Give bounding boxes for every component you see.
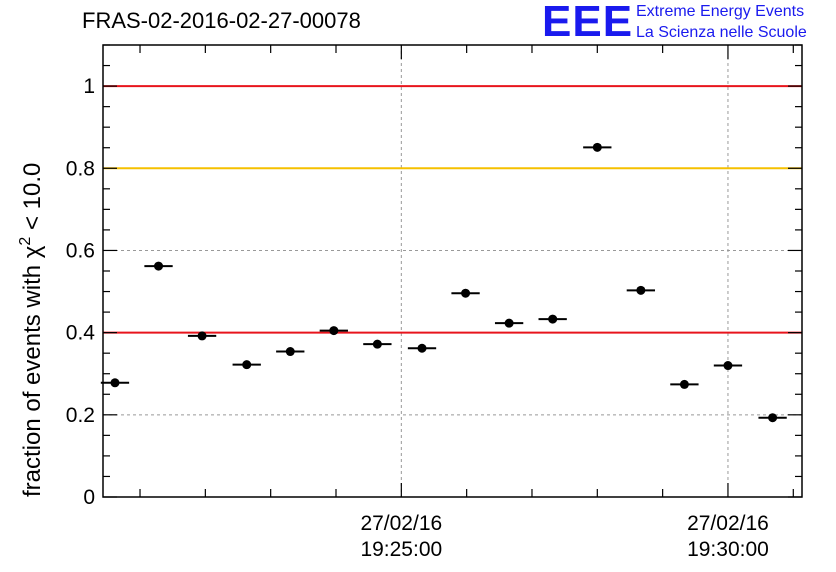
data-point-15: [758, 413, 787, 423]
data-point-13: [670, 379, 699, 389]
data-point-6: [363, 339, 392, 349]
data-point-11: [583, 142, 612, 152]
y-tick-label: 0.4: [66, 322, 96, 345]
data-point-10: [538, 314, 567, 324]
x-tick-label-date: 27/02/16: [687, 512, 769, 535]
data-point-marker: [592, 142, 602, 152]
data-point-1: [144, 261, 173, 271]
grid-layer: [103, 45, 802, 497]
data-point-marker: [679, 379, 689, 389]
axes: 0 0.2 0.4 0.6 0.8 1 27/02/16 19:25:00 27/02/16 19…: [66, 44, 803, 561]
data-point-marker: [461, 288, 471, 298]
data-point-marker: [417, 343, 427, 353]
x-tick-label-time: 19:25:00: [360, 538, 442, 561]
x-tick-label-time: 19:30:00: [687, 538, 769, 561]
data-point-7: [407, 343, 437, 353]
data-point-marker: [285, 347, 295, 357]
logo-line-1: Extreme Energy Events: [636, 3, 805, 20]
y-tick-label: 0.2: [66, 404, 95, 427]
data-point-marker: [548, 314, 558, 324]
data-point-14: [713, 361, 743, 371]
data-points: [100, 142, 787, 423]
data-point-marker: [504, 318, 514, 328]
data-point-0: [100, 378, 130, 388]
data-point-12: [626, 285, 656, 295]
y-tick-label: 1: [83, 75, 95, 98]
data-point-marker: [110, 378, 120, 388]
data-point-marker: [329, 326, 339, 336]
data-point-marker: [242, 360, 252, 370]
data-point-2: [187, 331, 217, 341]
data-point-marker: [636, 285, 646, 295]
data-point-9: [494, 318, 524, 328]
data-point-marker: [197, 331, 207, 341]
data-point-5: [319, 326, 348, 336]
data-point-marker: [372, 339, 382, 349]
y-tick-label: 0.6: [66, 239, 95, 262]
data-point-marker: [723, 361, 733, 371]
data-point-3: [232, 360, 261, 370]
data-point-8: [451, 288, 480, 298]
plot-frame: [102, 44, 803, 498]
y-tick-label: 0: [83, 486, 95, 509]
chart-title: FRAS-02-2016-02-27-00078: [82, 8, 361, 33]
data-point-marker: [154, 261, 164, 271]
y-axis-label: fraction of events with χ2 < 10.0: [17, 163, 46, 497]
x-tick-label-date: 27/02/16: [360, 512, 442, 535]
data-point-4: [276, 347, 305, 357]
logo-mark: EEE: [542, 0, 634, 46]
eee-logo: EEE Extreme Energy Events La Scienza nel…: [542, 0, 832, 46]
reference-lines: [103, 85, 802, 334]
y-tick-label: 0.8: [66, 157, 95, 180]
data-point-marker: [768, 413, 778, 423]
logo-line-2: La Scienza nelle Scuole: [636, 24, 807, 41]
